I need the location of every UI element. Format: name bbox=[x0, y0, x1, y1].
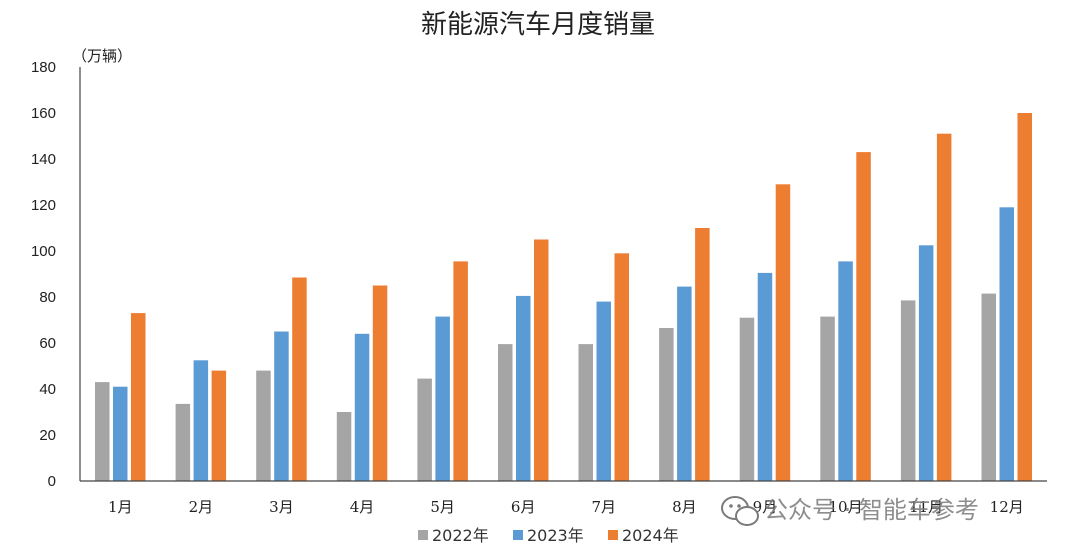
y-tick-label: 120 bbox=[31, 197, 56, 214]
legend: 2022年 2023年 2024年 bbox=[418, 526, 679, 545]
bar-1月-2022年 bbox=[95, 382, 110, 481]
bar-9月-2024年 bbox=[775, 184, 791, 482]
bar-11月-2022年 bbox=[900, 300, 916, 481]
legend-swatch bbox=[608, 530, 618, 540]
x-tick-label: 4月 bbox=[350, 498, 375, 516]
x-tick-label: 5月 bbox=[430, 498, 455, 516]
chart-title: 新能源汽车月度销量 bbox=[421, 10, 655, 40]
x-tick-label: 2月 bbox=[189, 498, 214, 516]
y-tick-label: 0 bbox=[48, 473, 56, 490]
x-tick-label: 8月 bbox=[672, 498, 697, 516]
watermark-text: 公众号 · 智能车参考 bbox=[764, 496, 979, 524]
watermark: 公众号 · 智能车参考 bbox=[721, 496, 979, 526]
bar-4月-2022年 bbox=[336, 412, 352, 481]
bar-12月-2022年 bbox=[981, 293, 996, 481]
bar-10月-2023年 bbox=[838, 261, 853, 481]
bar-4月-2024年 bbox=[372, 285, 388, 481]
y-tick-label: 20 bbox=[39, 427, 56, 444]
bar-8月-2023年 bbox=[677, 286, 692, 481]
bars bbox=[95, 113, 1032, 482]
bar-5月-2022年 bbox=[417, 378, 432, 481]
x-tick-label: 12月 bbox=[990, 498, 1024, 516]
bar-10月-2022年 bbox=[820, 316, 835, 481]
y-tick-label: 60 bbox=[39, 335, 56, 352]
x-tick-label: 3月 bbox=[269, 498, 294, 516]
bar-3月-2024年 bbox=[292, 277, 307, 481]
bar-4月-2023年 bbox=[354, 333, 370, 481]
x-tick-label: 11月 bbox=[909, 498, 943, 516]
y-axis-ticks: 0 20 40 60 80 100 120 140 160 180 bbox=[31, 59, 56, 490]
y-tick-label: 80 bbox=[39, 289, 56, 306]
bar-9月-2022年 bbox=[739, 317, 755, 481]
bar-6月-2023年 bbox=[516, 295, 531, 481]
legend-swatch bbox=[513, 530, 523, 540]
bar-11月-2024年 bbox=[936, 133, 952, 481]
bar-6月-2024年 bbox=[534, 239, 549, 481]
x-tick-label: 9月 bbox=[753, 498, 778, 516]
bar-10月-2024年 bbox=[856, 152, 871, 481]
bar-6月-2022年 bbox=[498, 344, 513, 481]
bar-8月-2024年 bbox=[695, 228, 710, 481]
bar-1月-2024年 bbox=[131, 313, 146, 481]
x-tick-label: 7月 bbox=[592, 498, 617, 516]
bar-12月-2023年 bbox=[999, 207, 1014, 482]
bar-7月-2023年 bbox=[596, 301, 611, 481]
bar-3月-2023年 bbox=[274, 331, 289, 481]
legend-label: 2023年 bbox=[527, 526, 584, 545]
legend-label: 2024年 bbox=[622, 526, 679, 545]
y-tick-label: 100 bbox=[31, 243, 56, 260]
x-axis-labels: 1月 2月 3月 4月 5月 6月 7月 8月 9月 10月 11月 12月 bbox=[108, 498, 1024, 516]
bar-7月-2022年 bbox=[578, 344, 593, 481]
bar-11月-2023年 bbox=[918, 245, 934, 482]
x-tick-label: 1月 bbox=[108, 498, 133, 516]
bar-2月-2024年 bbox=[211, 370, 227, 481]
legend-swatch bbox=[418, 530, 428, 540]
bar-9月-2023年 bbox=[757, 272, 773, 481]
wechat-icon bbox=[721, 496, 759, 526]
y-tick-label: 160 bbox=[31, 105, 56, 122]
bar-8月-2022年 bbox=[659, 328, 674, 481]
bar-1月-2023年 bbox=[113, 386, 128, 481]
x-tick-label: 10月 bbox=[828, 498, 862, 516]
bar-5月-2023年 bbox=[435, 316, 450, 481]
y-tick-label: 180 bbox=[31, 59, 56, 76]
y-tick-label: 140 bbox=[31, 151, 56, 168]
bar-5月-2024年 bbox=[453, 261, 468, 481]
bar-2月-2023年 bbox=[193, 360, 209, 482]
legend-label: 2022年 bbox=[432, 526, 489, 545]
y-tick-label: 40 bbox=[39, 381, 56, 398]
bar-2月-2022年 bbox=[175, 403, 191, 481]
bar-3月-2022年 bbox=[256, 370, 271, 481]
y-axis-unit: （万辆） bbox=[72, 47, 132, 65]
x-tick-label: 6月 bbox=[511, 498, 536, 516]
bar-7月-2024年 bbox=[614, 253, 629, 481]
bar-12月-2024年 bbox=[1017, 113, 1032, 481]
